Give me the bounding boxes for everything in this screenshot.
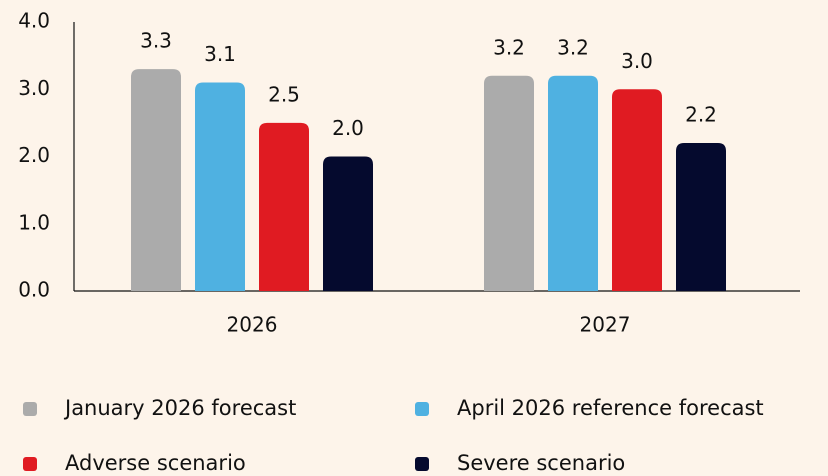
value-label: 3.2 — [557, 35, 589, 59]
y-tick-label: 0.0 — [18, 278, 50, 302]
bar — [131, 69, 181, 291]
legend-label: Severe scenario — [457, 451, 625, 475]
legend-marker — [23, 402, 37, 416]
bar — [676, 143, 726, 291]
x-tick-label: 2027 — [580, 313, 631, 337]
legend-label: Adverse scenario — [65, 451, 246, 475]
legend-marker — [415, 457, 429, 471]
y-tick-label: 2.0 — [18, 143, 50, 167]
value-label: 3.2 — [493, 35, 525, 59]
bar — [612, 89, 662, 291]
value-label: 2.5 — [268, 82, 300, 106]
y-tick-label: 4.0 — [18, 9, 50, 33]
value-label: 3.3 — [140, 29, 172, 53]
legend-label: January 2026 forecast — [63, 396, 296, 420]
value-label: 2.0 — [332, 116, 364, 140]
legend-marker — [23, 457, 37, 471]
value-label: 3.1 — [204, 42, 236, 66]
y-tick-label: 1.0 — [18, 210, 50, 234]
bar — [484, 75, 534, 291]
y-tick-label: 3.0 — [18, 76, 50, 100]
x-tick-label: 2026 — [227, 313, 278, 337]
bar — [323, 156, 373, 291]
bar — [259, 122, 309, 291]
value-label: 3.0 — [621, 49, 653, 73]
bar — [548, 75, 598, 291]
value-label: 2.2 — [685, 103, 717, 127]
legend-label: April 2026 reference forecast — [457, 396, 764, 420]
bar — [195, 82, 245, 292]
legend-marker — [415, 402, 429, 416]
